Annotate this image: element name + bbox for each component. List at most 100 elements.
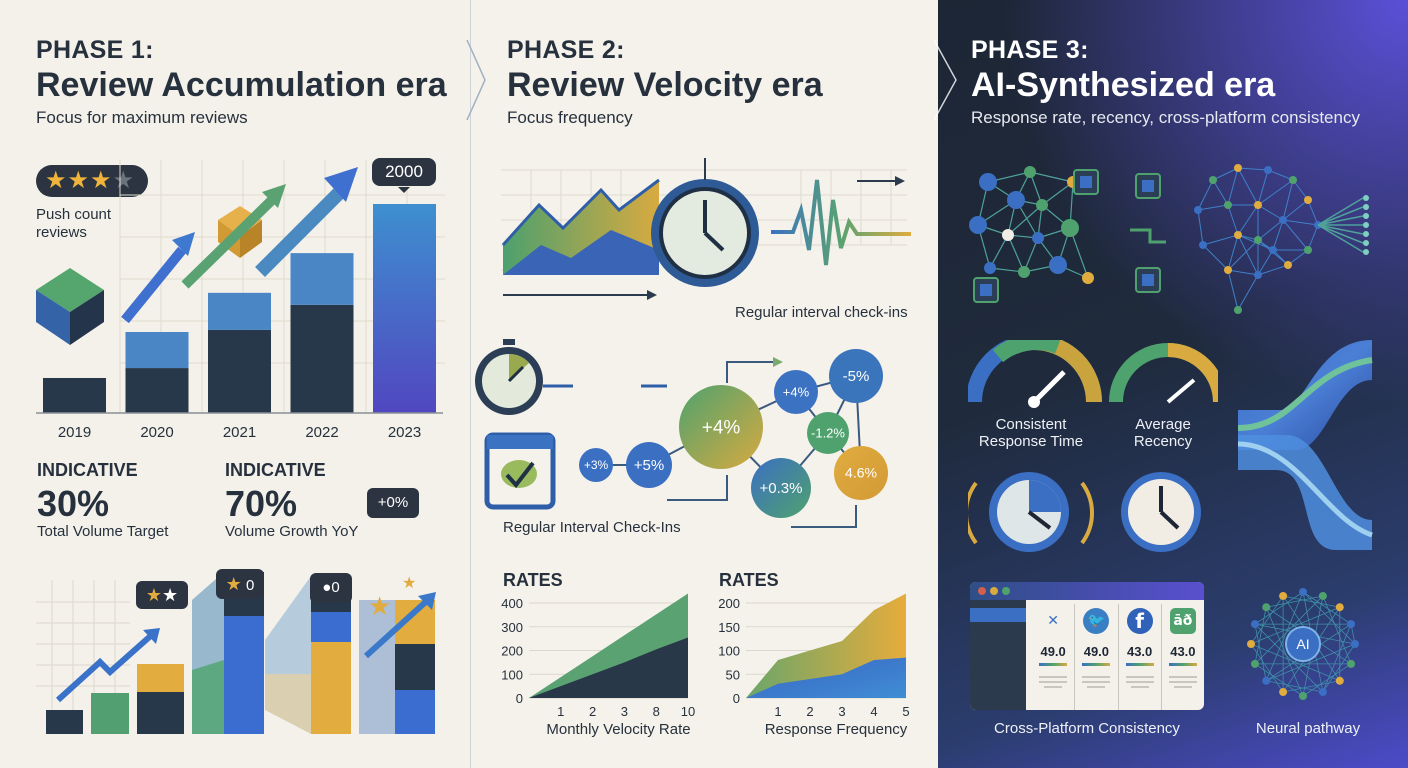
neural-node — [1347, 620, 1356, 629]
platform-score: 49.0 — [1083, 644, 1110, 659]
brain-edge — [1292, 179, 1309, 201]
text-line — [1087, 686, 1106, 688]
y-tick-label: 50 — [726, 667, 740, 682]
brain-edge — [1227, 239, 1259, 271]
x-tick-label: 3 — [621, 704, 628, 719]
percent-node-label: -5% — [843, 368, 870, 385]
x-tick-label: 2 — [589, 704, 596, 719]
x-tick-label: 10 — [681, 704, 695, 719]
percent-node — [579, 448, 613, 482]
brain-edge — [1307, 199, 1319, 226]
brain-node — [1224, 201, 1232, 209]
growth-callout: +0% — [367, 488, 419, 518]
text-line — [1044, 686, 1063, 688]
phase-2-panel: PHASE 2: Review Velocity era Focus frequ… — [466, 0, 938, 768]
window-minimize-button[interactable] — [990, 587, 998, 595]
text-line — [1125, 681, 1154, 683]
phase-3-panel: PHASE 3: AI-Synthesized era Response rat… — [934, 0, 1408, 768]
percent-node-label: +3% — [584, 458, 609, 472]
window-close-button[interactable] — [978, 587, 986, 595]
app-store-icon: āð — [1169, 608, 1196, 634]
brain-edge — [1282, 219, 1319, 226]
stat-label: Total Volume Target — [37, 523, 169, 540]
platform-column: f 43.0 — [1119, 604, 1162, 710]
network-node — [1049, 256, 1067, 274]
bar — [91, 693, 129, 734]
comment-icon: ● — [322, 579, 332, 596]
x-tick-label: 2021 — [223, 424, 256, 441]
percent-node-label: +4% — [783, 384, 810, 399]
phase-1-panel: PHASE 1: Review Accumulation era Focus f… — [0, 0, 470, 768]
brain-edge — [1237, 274, 1259, 311]
brain-node — [1269, 246, 1277, 254]
polygon — [773, 357, 783, 367]
bar — [224, 616, 264, 734]
neural-node — [1262, 603, 1271, 612]
brain-edge — [1197, 209, 1204, 246]
brain-node — [1254, 271, 1262, 279]
neural-node — [1279, 688, 1288, 697]
clock-icon — [1121, 472, 1201, 552]
bar — [137, 664, 184, 692]
signal-line — [1317, 215, 1364, 226]
x-tick-label: 3 — [838, 704, 845, 719]
area-series — [529, 637, 688, 698]
neural-edge — [1322, 643, 1356, 693]
phase-title: AI-Synthesized era — [971, 66, 1276, 104]
brain-edge — [1272, 219, 1284, 251]
growth-illustration: ★ ★ — [36, 572, 436, 734]
y-tick-label: 0 — [516, 691, 523, 706]
network-edge — [1007, 204, 1043, 236]
neural-edge — [1322, 595, 1352, 665]
network-node — [984, 262, 996, 274]
brain-edge — [1282, 199, 1309, 221]
gauge-label: Consistent Response Time — [978, 416, 1084, 450]
x-tick-label: 1 — [557, 704, 564, 719]
clock-icon — [968, 472, 1094, 552]
neural-node — [1299, 588, 1307, 596]
trend-arrow — [181, 196, 276, 289]
network-edge — [1023, 237, 1039, 273]
network-node — [1002, 229, 1014, 241]
brain-edge — [1227, 204, 1239, 236]
brain-edge — [1227, 269, 1239, 311]
window-maximize-button[interactable] — [1002, 587, 1010, 595]
text-line — [1125, 676, 1154, 678]
x-tick-label: 2023 — [388, 424, 421, 441]
brain-edge — [1237, 204, 1259, 236]
bar-segment — [125, 368, 189, 413]
x-axis-label: Response Frequency — [765, 721, 908, 738]
neural-node — [1351, 640, 1359, 648]
callout-value: 0 — [331, 579, 340, 596]
neural-node — [1347, 659, 1356, 668]
brain-node — [1254, 236, 1262, 244]
brain-node — [1264, 166, 1272, 174]
polygon — [36, 290, 70, 345]
signal-node — [1363, 195, 1369, 201]
bar-segment — [290, 253, 354, 305]
polygon — [240, 220, 262, 258]
brain-edge — [1197, 204, 1229, 211]
platform-column: āð 43.0 — [1162, 604, 1204, 710]
bar-segment — [373, 204, 436, 413]
brain-edge — [1257, 264, 1289, 276]
neural-edge — [1283, 680, 1340, 693]
text-line — [1039, 681, 1068, 683]
percent-node — [679, 385, 763, 469]
signal-line — [1317, 197, 1364, 226]
text-line — [1173, 686, 1192, 688]
ai-network-illustration — [969, 164, 1369, 314]
neural-edge — [1266, 595, 1323, 608]
neural-node — [1247, 640, 1255, 648]
network-node — [1032, 232, 1044, 244]
y-tick-label: 400 — [501, 596, 523, 611]
brain-node — [1234, 231, 1242, 239]
percent-node-label: -1.2% — [811, 425, 845, 440]
facebook-icon: f — [1126, 608, 1153, 634]
bar — [137, 692, 184, 734]
chart-title: RATES — [503, 570, 563, 590]
bar-segment — [290, 304, 354, 413]
platform-columns: ✕ 49.0 🐦 49.0 f 43.0 āð 43.0 — [1032, 604, 1204, 710]
brain-edge — [1227, 167, 1239, 206]
